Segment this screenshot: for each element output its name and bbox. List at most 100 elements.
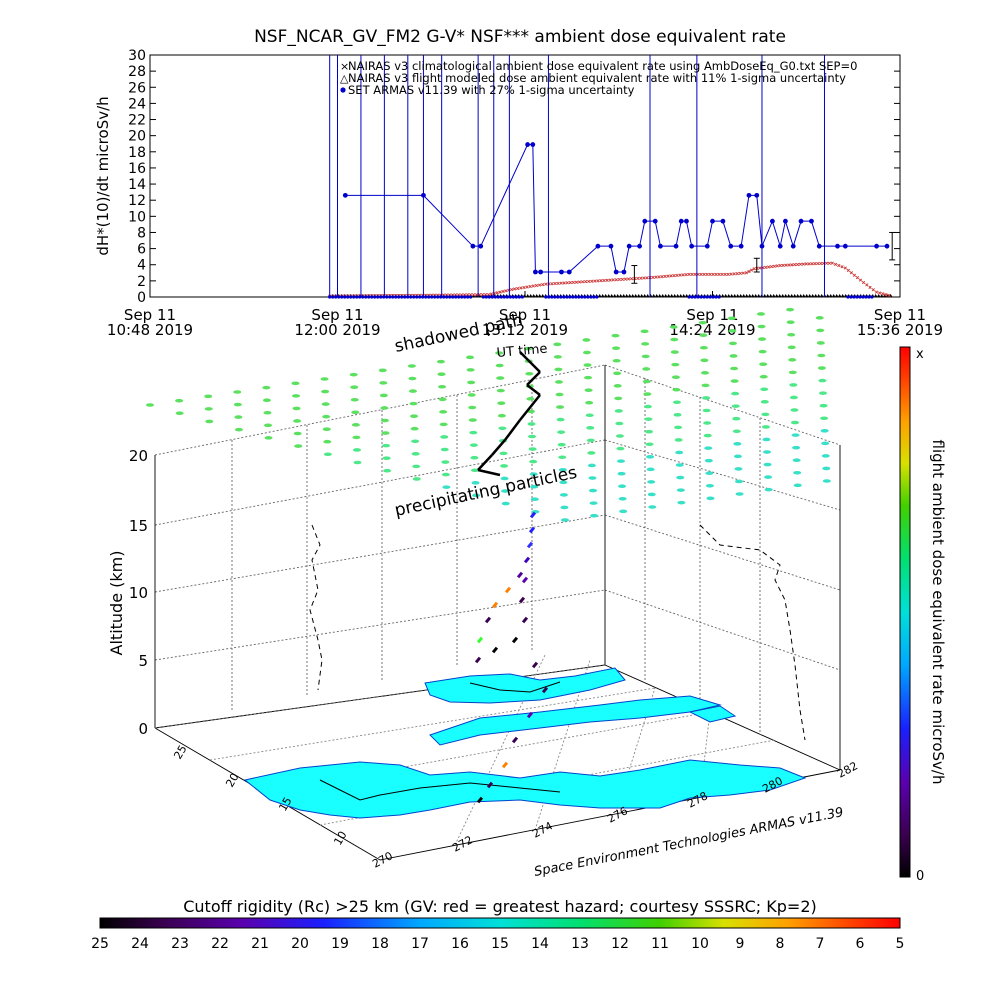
armas-point [595,243,601,249]
nairas-clim-point [790,263,794,267]
cutoff-tick-label: 19 [331,936,349,952]
nairas-flight-point [787,294,791,297]
dose-grid-cell [701,383,710,388]
armas-zero-point [451,295,455,299]
nairas-clim-point [858,278,863,282]
dose-grid-cell [791,433,800,437]
y-tick-label: 0 [137,290,146,306]
armas-zero-point [352,295,356,299]
dose-grid-cell [614,396,623,401]
nairas-flight-point [796,294,800,297]
dose-grid-cell [820,428,829,433]
y-tick-label: 24 [128,96,146,112]
nairas-flight-point [604,294,608,297]
cutoff-tick-label: 23 [171,936,189,952]
nairas-clim-point [577,280,582,284]
dose-grid-cell [204,407,213,411]
nairas-clim-point [531,284,535,288]
dose-grid-cell [204,394,213,399]
dose-grid-cell [614,409,623,413]
dose-grid-cell [586,438,595,443]
nairas-clim-point [861,280,866,285]
cutoff-colorbar-ticks: 25 24 23 22 21 20 19 18 17 16 15 14 13 12 11 10 9 8 7 6 5 [91,936,904,952]
cutoff-tick-label: 12 [611,936,629,952]
nairas-flight-point [790,294,794,297]
nairas-clim-point [693,272,697,277]
cutoff-tick-label: 8 [776,936,785,952]
armas-zero-point [457,295,461,299]
dose-colorbar-top-label: x [916,347,924,362]
cutoff-tick-label: 21 [251,936,269,952]
armas-point [738,243,744,249]
armas-zero-point [520,295,524,299]
latitude-tick-label: 15 [276,795,294,814]
dose-grid-cell [470,468,479,473]
nairas-clim-point [584,280,588,284]
nairas-clim-point [816,261,820,266]
armas-zero-point [337,295,341,299]
dose-grid-cell [554,380,563,384]
dose-grid-cell [612,346,621,350]
nairas-flight-point [610,294,614,297]
dose-grid-cell [469,443,478,447]
nairas-flight-point [538,294,542,297]
nairas-clim-point [720,272,724,277]
y-tick-label: 18 [128,145,146,161]
nairas-flight-point [643,294,647,297]
armas-zero-point [334,295,338,299]
longitude-tick-label: 274 [530,819,555,840]
altitude-3d-panel: shadowed path precipitating particles UT… [107,307,947,884]
cutoff-tick-label: 16 [451,936,469,952]
dose-grid-cell [468,405,477,410]
dose-grid-cell [642,379,651,384]
top-chart: NSF_NCAR_GV_FM2 G-V* NSF*** ambient dose… [94,27,943,339]
nairas-flight-point [625,294,629,297]
dose-grid-cell [379,381,388,385]
nairas-clim-point [738,271,742,275]
dose-grid-cell [733,441,742,446]
dose-grid-cell [496,376,505,380]
nairas-clim-point [651,275,655,280]
armas-point [559,269,564,275]
map-region-east [688,705,737,723]
armas-point [626,243,632,249]
armas-point [835,243,840,249]
nairas-clim-point [868,285,872,289]
top-series [328,55,896,299]
dose-grid-cell [706,496,715,501]
nairas-flight-point [775,294,779,297]
dose-grid-cell [350,397,359,402]
armas-zero-point [430,295,434,299]
nairas-clim-point [732,272,736,276]
nairas-clim-point [629,277,634,281]
armas-zero-point [870,295,874,299]
flight-path-point [516,571,524,579]
dose-grid-cell [758,337,767,341]
nairas-clim-point [516,286,520,291]
nairas-clim-point [741,271,745,275]
nairas-flight-point [655,294,659,297]
nairas-clim-point [824,261,829,265]
dose-grid-cell [670,350,679,354]
armas-point [525,142,531,147]
dose-grid-cell [820,416,829,421]
dose-grid-cell [786,320,795,324]
flight-path-point [529,511,537,519]
armas-zero-point [511,295,515,299]
armas-point [470,243,476,249]
map-region-middle [429,695,722,746]
dose-grid-cell [497,401,506,405]
nairas-flight-point [676,294,680,297]
nairas-flight-point [838,294,842,297]
x-tick-label-line1: Sep 11 [686,306,738,324]
nairas-clim-point [735,271,739,276]
dose-grid-cell [761,412,770,417]
y-tick-label: 22 [128,113,146,129]
nairas-clim-point [684,273,688,277]
nairas-clim-point [660,275,664,279]
nairas-clim-point [827,261,832,265]
dose-grid-cell [641,354,650,359]
y-tick-label: 30 [128,48,146,64]
